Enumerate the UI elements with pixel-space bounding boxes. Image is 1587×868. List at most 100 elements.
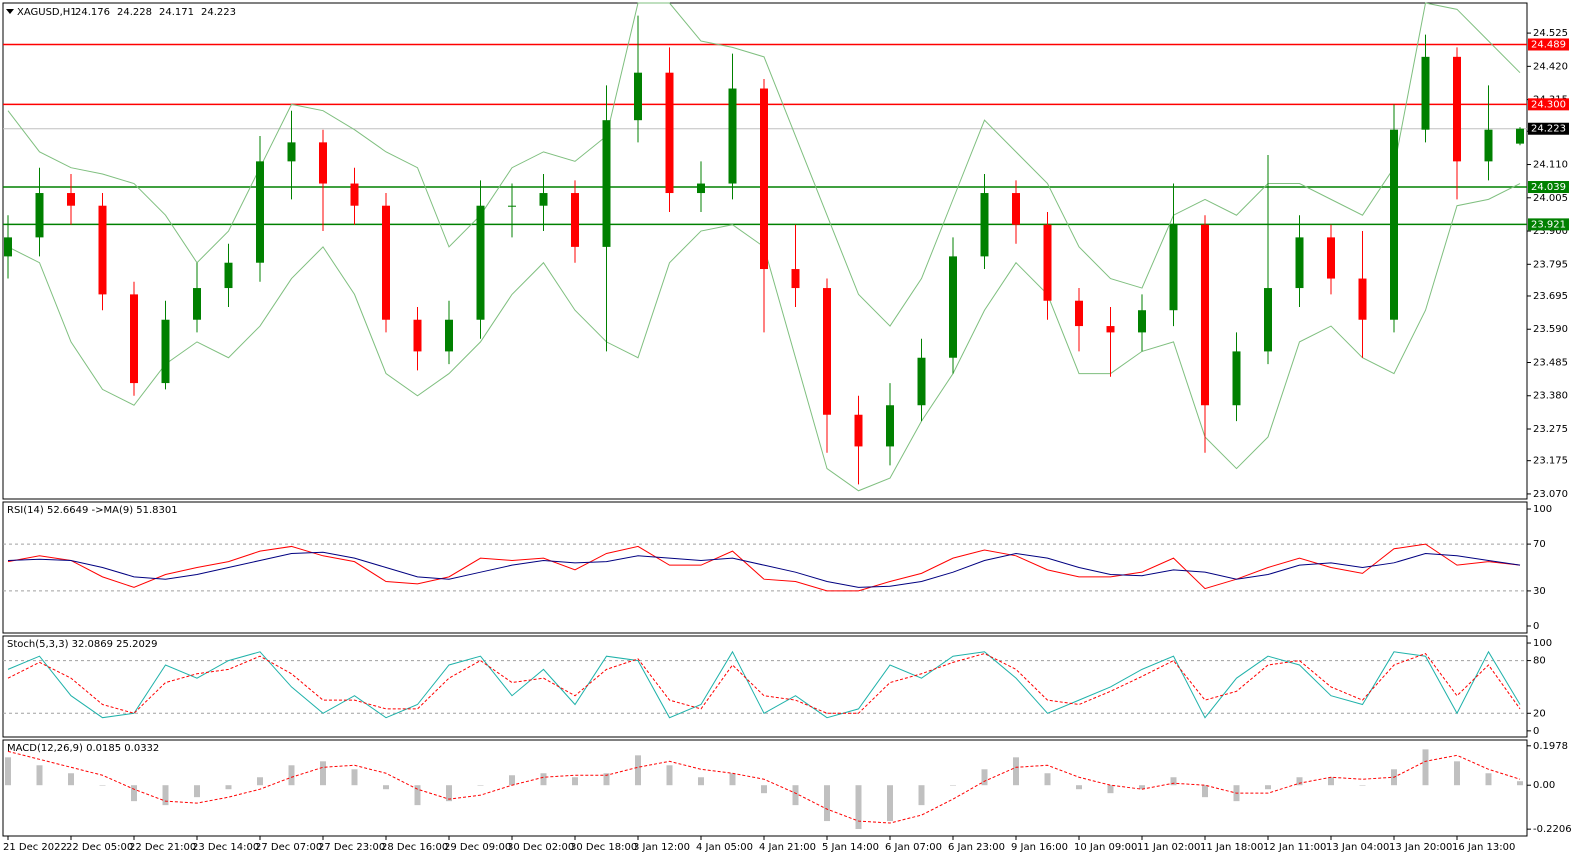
y-tick-label: 100 <box>1533 504 1552 515</box>
candle-body <box>886 405 894 447</box>
level-label: 24.039 <box>1531 182 1566 193</box>
candle-body <box>1043 224 1052 301</box>
y-tick-label: 30 <box>1533 586 1546 597</box>
level-label-box <box>1528 38 1569 51</box>
x-tick-label: 11 Jan 18:00 <box>1200 842 1263 853</box>
panel-frame <box>2 2 1528 500</box>
y-tick-label: 70 <box>1533 539 1546 550</box>
candle-body <box>193 288 201 320</box>
quote-value: 24.228 <box>117 7 152 18</box>
y-tick-label: 20 <box>1533 708 1546 719</box>
level-label-box <box>1528 122 1569 135</box>
candle-body <box>791 269 800 289</box>
candle-body <box>350 183 359 206</box>
candle-body <box>161 319 170 384</box>
candle-body <box>1138 310 1146 333</box>
level-label: 23.921 <box>1531 219 1566 230</box>
macd-bar <box>1359 785 1366 786</box>
candle-body <box>1232 351 1241 406</box>
x-tick-label: 30 Dec 02:00 <box>507 842 574 853</box>
y-tick-label: 24.110 <box>1533 160 1568 171</box>
x-tick-label: 22 Dec 21:00 <box>129 842 196 853</box>
candle-body <box>319 142 327 184</box>
panel-frame <box>2 501 1528 634</box>
candle-body <box>287 142 296 162</box>
macd-bar <box>257 777 263 786</box>
macd-bar <box>477 785 484 786</box>
macd-bar <box>414 785 421 806</box>
panel-frame <box>2 635 1528 738</box>
candle-body <box>1484 129 1493 162</box>
candle-body <box>1075 300 1083 327</box>
candle-body <box>697 183 705 194</box>
y-tick-label: 23.380 <box>1533 391 1568 402</box>
macd-bar <box>1202 785 1208 798</box>
candle-body <box>949 256 957 358</box>
macd-bar <box>1170 777 1177 786</box>
candle-body <box>980 193 989 257</box>
x-tick-label: 4 Jan 21:00 <box>759 842 816 853</box>
x-tick-label: 21 Dec 2022 <box>3 842 67 853</box>
level-label-box <box>1528 218 1569 231</box>
candle-body <box>1516 128 1524 144</box>
y-tick-label: 0 <box>1533 726 1539 737</box>
y-tick-label: 23.695 <box>1533 291 1568 302</box>
candle-body <box>1012 193 1020 225</box>
macd-bar <box>729 773 736 786</box>
x-tick-label: 3 Jan 12:00 <box>633 842 690 853</box>
level-label-box <box>1528 98 1569 111</box>
macd-bar <box>509 775 515 786</box>
candle-body <box>1106 326 1115 333</box>
x-tick-label: 23 Dec 14:00 <box>192 842 259 853</box>
indicator-line <box>7 543 1521 592</box>
x-tick-label: 4 Jan 05:00 <box>696 842 753 853</box>
macd-bar <box>5 757 11 786</box>
macd-bar <box>320 761 326 786</box>
x-tick-label: 27 Dec 07:00 <box>255 842 322 853</box>
candle-body <box>4 237 12 257</box>
candle-body <box>445 319 453 352</box>
y-tick-label: 23.795 <box>1533 259 1568 270</box>
candle-body <box>1327 237 1335 279</box>
macd-bar <box>1328 777 1334 786</box>
macd-bar <box>603 773 610 786</box>
macd-bar <box>761 785 767 794</box>
level-label-box <box>1528 181 1569 194</box>
y-tick-label: -0.2206 <box>1533 824 1572 835</box>
x-tick-label: 22 Dec 05:00 <box>66 842 133 853</box>
macd-bar <box>288 765 295 786</box>
indicator-line <box>7 551 1521 588</box>
y-tick-label: 0.00 <box>1533 780 1555 791</box>
macd-bar <box>36 765 43 786</box>
candle-body <box>1295 237 1304 289</box>
macd-bar <box>666 765 673 786</box>
candle-body <box>602 120 611 247</box>
candle-body <box>1358 278 1367 320</box>
candle-body <box>917 357 926 406</box>
panel-frame <box>2 739 1528 837</box>
y-tick-label: 23.900 <box>1533 226 1568 237</box>
x-tick-label: 16 Jan 13:00 <box>1452 842 1515 853</box>
macd-bar <box>225 785 232 790</box>
quote-value: 24.171 <box>159 7 194 18</box>
candle-body <box>67 193 75 206</box>
macd-bar <box>540 773 547 786</box>
x-tick-label: 12 Jan 11:00 <box>1263 842 1326 853</box>
x-tick-label: 6 Jan 07:00 <box>885 842 942 853</box>
macd-bar <box>383 785 389 790</box>
x-tick-label: 28 Dec 16:00 <box>381 842 448 853</box>
candle-body <box>476 205 485 320</box>
candle-body <box>539 193 548 206</box>
indicator-line <box>7 650 1521 719</box>
candle-body <box>508 205 516 207</box>
y-tick-label: 80 <box>1533 656 1546 667</box>
indicator-line <box>7 652 1521 714</box>
candle-body <box>823 288 831 415</box>
indicator-title: MACD(12,26,9) 0.0185 0.0332 <box>7 743 159 754</box>
x-tick-label: 6 Jan 23:00 <box>948 842 1005 853</box>
y-tick-label: 24.525 <box>1533 28 1568 39</box>
candle-body <box>665 72 674 194</box>
x-tick-label: 5 Jan 14:00 <box>822 842 879 853</box>
